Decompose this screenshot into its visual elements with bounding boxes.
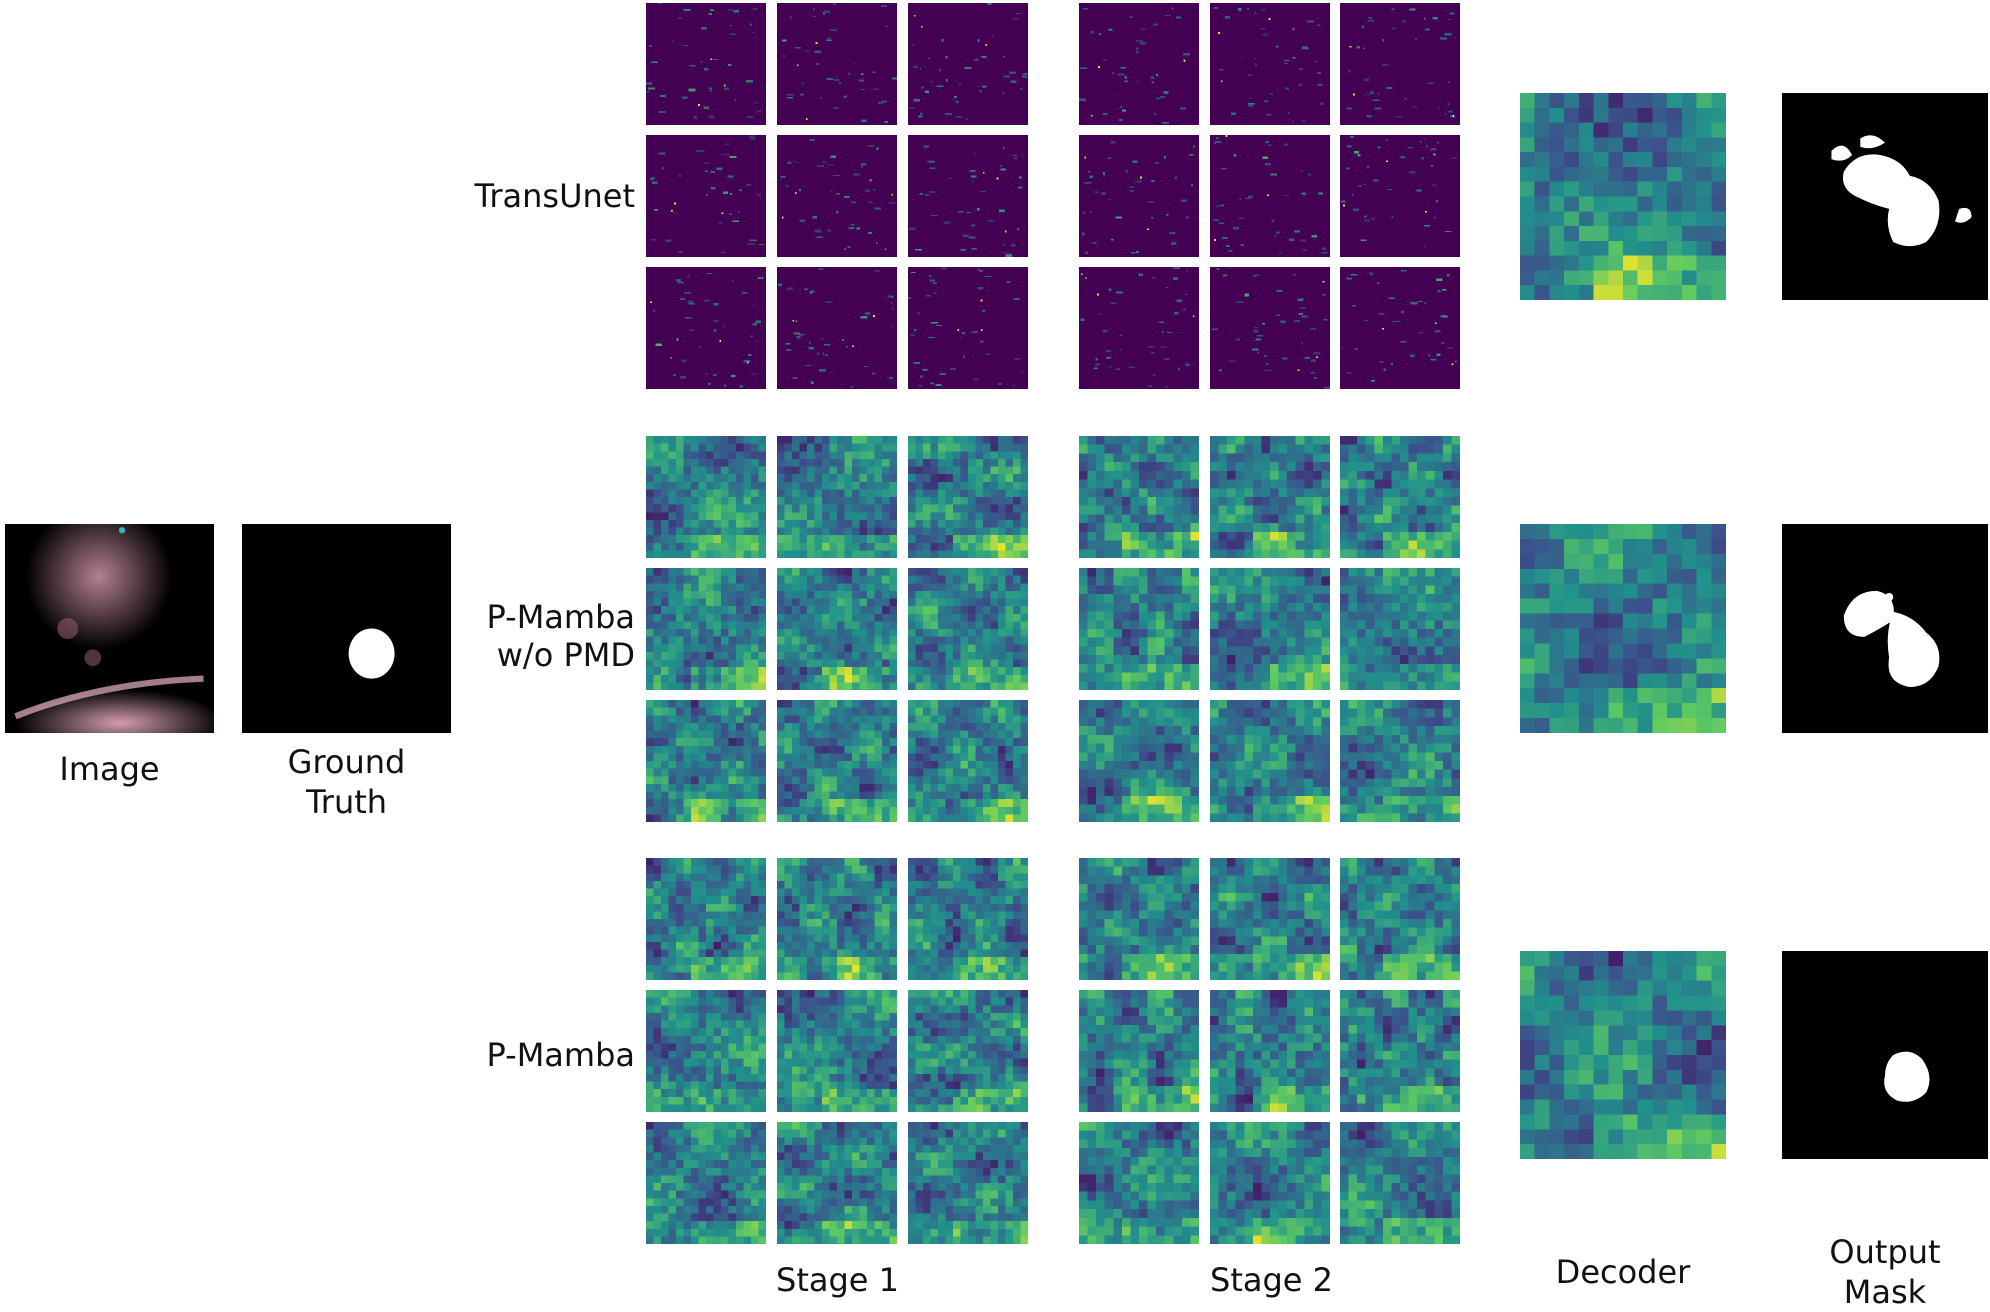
feature-map-stage2 [1210,700,1330,822]
feature-map-stage1 [777,700,897,822]
feature-map-stage2 [1210,990,1330,1112]
feature-map-stage1 [646,135,766,257]
feature-map-stage2 [1340,990,1460,1112]
feature-map-stage1 [777,3,897,125]
feature-map-stage2 [1340,436,1460,558]
decoder-feature-map [1520,93,1726,300]
feature-map-stage2 [1079,568,1199,690]
row-label-pmamba-wo-pmd: P-Mamba w/o PMD [486,598,635,674]
image-label: Image [59,750,160,788]
feature-map-stage1 [777,858,897,980]
output-mask-label: Output Mask [1829,1233,1941,1311]
feature-map-stage2 [1340,267,1460,389]
feature-map-stage2 [1079,858,1199,980]
feature-map-stage2 [1340,568,1460,690]
feature-map-stage1 [908,135,1028,257]
feature-map-stage2 [1340,1122,1460,1244]
feature-map-stage2 [1340,3,1460,125]
feature-map-stage1 [777,1122,897,1244]
feature-map-stage1 [777,568,897,690]
feature-map-stage2 [1079,1122,1199,1244]
feature-map-stage1 [777,267,897,389]
decoder-feature-map [1520,524,1726,733]
feature-map-stage1 [908,568,1028,690]
feature-map-stage2 [1210,1122,1330,1244]
feature-map-stage2 [1340,700,1460,822]
feature-map-stage2 [1210,267,1330,389]
feature-map-stage1 [646,858,766,980]
output-mask-transunet [1782,93,1988,300]
decoder-label: Decoder [1555,1253,1691,1291]
feature-map-stage1 [908,267,1028,389]
feature-map-stage2 [1079,436,1199,558]
feature-map-stage2 [1079,267,1199,389]
input-echo-image [5,524,214,733]
feature-map-stage2 [1210,568,1330,690]
feature-map-stage1 [646,568,766,690]
feature-map-stage2 [1210,135,1330,257]
feature-map-stage1 [908,436,1028,558]
feature-map-stage2 [1210,3,1330,125]
feature-map-stage1 [777,436,897,558]
feature-map-stage1 [908,1122,1028,1244]
feature-map-stage2 [1210,858,1330,980]
feature-map-stage1 [646,700,766,822]
feature-map-stage1 [646,990,766,1112]
feature-map-stage1 [908,700,1028,822]
row-label-pmamba: P-Mamba [486,1036,635,1074]
feature-map-stage2 [1079,700,1199,822]
output-mask-pmamba-wo-pmd [1782,524,1988,733]
feature-map-stage1 [908,990,1028,1112]
feature-map-stage2 [1079,990,1199,1112]
stage2-label: Stage 2 [1210,1261,1333,1299]
feature-map-stage1 [646,3,766,125]
stage1-label: Stage 1 [776,1261,899,1299]
feature-map-stage1 [646,267,766,389]
feature-map-stage1 [777,135,897,257]
output-mask-pmamba [1782,951,1988,1159]
feature-map-stage1 [777,990,897,1112]
feature-map-stage2 [1079,3,1199,125]
feature-map-stage2 [1340,858,1460,980]
feature-map-stage2 [1079,135,1199,257]
feature-map-stage2 [1210,436,1330,558]
decoder-feature-map [1520,951,1726,1159]
feature-map-stage1 [908,3,1028,125]
ground-truth-label: Ground Truth [287,743,406,821]
feature-map-stage1 [646,1122,766,1244]
ground-truth-mask [242,524,451,733]
row-label-transunet: TransUnet [474,177,636,215]
feature-map-stage1 [908,858,1028,980]
feature-map-stage2 [1340,135,1460,257]
feature-map-stage1 [646,436,766,558]
